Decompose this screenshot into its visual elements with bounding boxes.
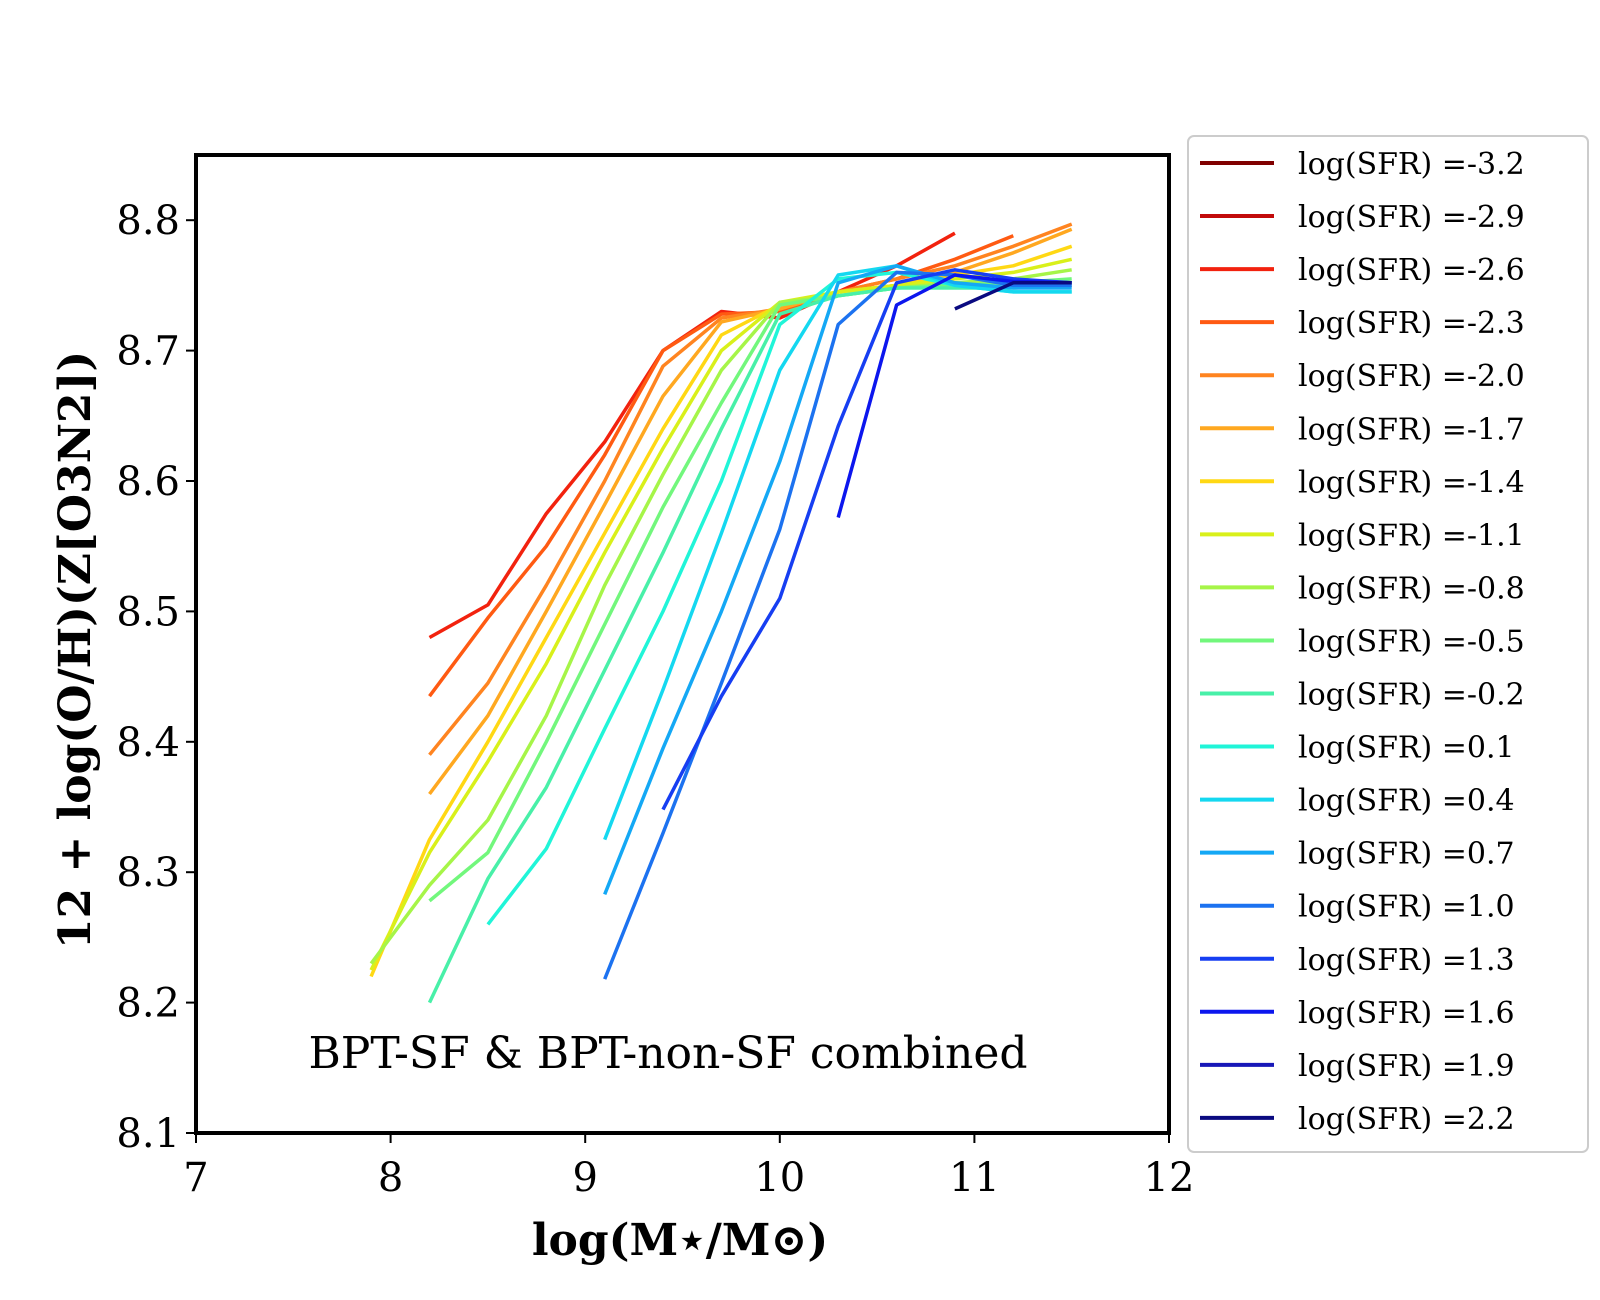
series-line-16	[836, 273, 1072, 518]
x-tick-label: 9	[572, 1155, 597, 1201]
series-line-7	[369, 257, 1073, 971]
series-line-13	[603, 264, 1072, 896]
ticks-layer: 7 8 9 10 11 12 8.1 8.2 8.3 8.4 8.5 8.6 8.7 8.8	[116, 198, 1194, 1201]
legend-label-0: log(SFR) =-3.2	[1298, 147, 1525, 182]
legend-label-10: log(SFR) =-0.2	[1298, 678, 1525, 713]
legend-label-15: log(SFR) =1.3	[1298, 943, 1515, 978]
series-line-15	[661, 268, 1072, 811]
series-line-12	[603, 264, 1072, 841]
legend-label-11: log(SFR) =0.1	[1298, 731, 1515, 766]
legend-label-1: log(SFR) =-2.9	[1298, 200, 1525, 235]
x-tick-label: 8	[378, 1155, 403, 1201]
y-tick-label: 8.6	[116, 459, 180, 505]
y-axis-label: 12 + log(O/H)(Z[O3N2])	[50, 351, 101, 949]
legend-label-13: log(SFR) =0.7	[1298, 837, 1515, 872]
y-tick-label: 8.4	[116, 720, 180, 766]
series-line-4	[428, 222, 1073, 756]
legend-label-4: log(SFR) =-2.0	[1298, 359, 1525, 394]
legend-label-9: log(SFR) =-0.5	[1298, 624, 1525, 659]
y-tick-label: 8.1	[116, 1111, 180, 1157]
legend-label-8: log(SFR) =-0.8	[1298, 571, 1525, 606]
legend-label-3: log(SFR) =-2.3	[1298, 306, 1525, 341]
x-tick-label: 10	[754, 1155, 805, 1201]
legend-box	[1187, 135, 1589, 1153]
y-tick-label: 8.8	[116, 198, 180, 244]
series-line-3	[428, 234, 1014, 698]
x-tick-label: 11	[949, 1155, 1000, 1201]
series-line-14	[603, 270, 1072, 980]
y-tick-label: 8.2	[116, 981, 180, 1027]
legend-label-6: log(SFR) =-1.4	[1298, 465, 1525, 500]
legend-label-14: log(SFR) =1.0	[1298, 890, 1515, 925]
x-tick-label: 12	[1144, 1155, 1195, 1201]
series-line-2	[428, 231, 956, 640]
y-tick-label: 8.7	[116, 329, 180, 375]
x-axis-label: log(M⋆/M⊙)	[532, 1215, 828, 1266]
legend-items: log(SFR) =-3.2 log(SFR) =-2.9 log(SFR) =-2…	[1200, 147, 1525, 1137]
x-tick-label: 7	[183, 1155, 208, 1201]
legend-label-16: log(SFR) =1.6	[1298, 996, 1515, 1031]
legend-label-2: log(SFR) =-2.6	[1298, 253, 1525, 288]
legend-label-7: log(SFR) =-1.1	[1298, 518, 1525, 553]
series-line-18	[954, 281, 1072, 311]
annotation-text: BPT-SF & BPT-non-SF combined	[308, 1028, 1027, 1079]
y-tick-label: 8.3	[116, 850, 180, 896]
series-line-8	[369, 268, 1072, 965]
legend-label-5: log(SFR) =-1.7	[1298, 412, 1525, 447]
legend-label-18: log(SFR) =2.2	[1298, 1102, 1515, 1137]
series-layer	[369, 222, 1073, 1004]
series-line-5	[428, 227, 1073, 796]
y-tick-label: 8.5	[116, 589, 180, 635]
legend-label-12: log(SFR) =0.4	[1298, 784, 1515, 819]
legend-label-17: log(SFR) =1.9	[1298, 1049, 1515, 1084]
legend: log(SFR) =-3.2 log(SFR) =-2.9 log(SFR) =-2…	[1187, 135, 1589, 1153]
plot-frame	[194, 153, 1171, 1135]
